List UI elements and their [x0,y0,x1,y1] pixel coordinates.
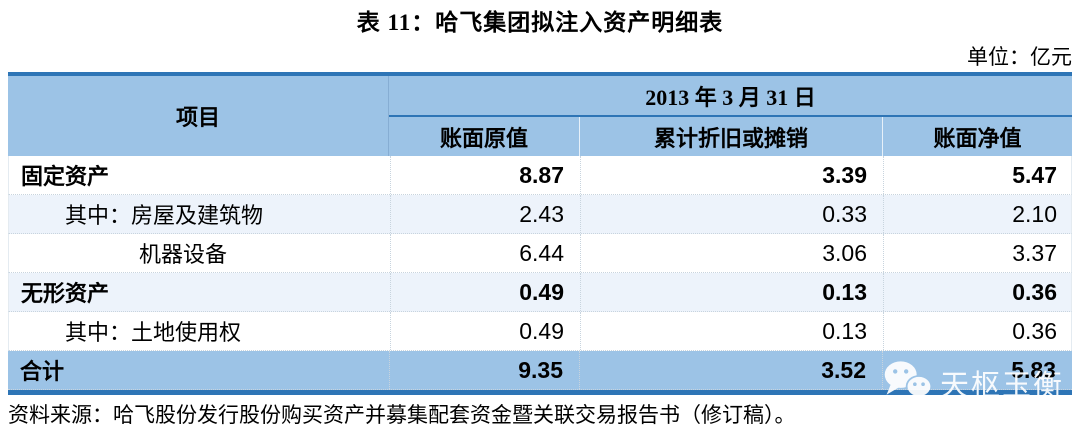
cell-net-value: 5.47 [883,156,1073,194]
cell-original-value: 6.44 [390,234,580,272]
header-cell-depreciation: 累计折旧或摊销 [579,117,882,156]
wechat-icon [882,359,934,407]
row-label: 机器设备 [139,242,228,267]
unit-label: 单位：亿元 [967,45,1072,69]
cell-net-value: 2.10 [883,195,1073,233]
table-header: 项目 2013 年 3 月 31 日 账面原值 累计折旧或摊销 账面净值 [8,76,1072,156]
cell-depreciation: 0.33 [580,195,883,233]
cell-net-value: 0.36 [883,273,1073,311]
header-date-group: 2013 年 3 月 31 日 账面原值 累计折旧或摊销 账面净值 [389,76,1072,156]
cell-depreciation: 3.06 [580,234,883,272]
cell-depreciation: 0.13 [580,273,883,311]
page-title: 表 11：哈飞集团拟注入资产明细表 [356,10,724,35]
watermark: 天枢玉衡 [882,359,1074,407]
cell-depreciation: 0.13 [580,312,883,350]
table-row: 其中：土地使用权 0.49 0.13 0.36 [8,312,1072,351]
table-row: 其中：房屋及建筑物 2.43 0.33 2.10 [8,195,1072,234]
cell-original-value: 9.35 [389,351,579,389]
header-subcolumns: 账面原值 累计折旧或摊销 账面净值 [389,117,1072,156]
header-cell-date: 2013 年 3 月 31 日 [389,76,1072,117]
header-cell-original-value: 账面原值 [439,125,528,151]
cell-original-value: 0.49 [390,312,580,350]
cell-depreciation: 3.52 [579,351,882,389]
cell-net-value: 0.36 [883,312,1073,350]
table-top-band [8,72,1072,76]
table-bottom-band [8,390,1072,395]
row-label: 合计 [20,359,65,384]
table-row: 机器设备 6.44 3.06 3.37 [8,234,1072,273]
header-cell-item: 项目 [8,76,389,156]
cell-net-value: 3.37 [883,234,1073,272]
row-label: 其中：房屋及建筑物 [65,203,264,228]
table-row: 无形资产 0.49 0.13 0.36 [8,273,1072,312]
table-row: 固定资产 8.87 3.39 5.47 [8,156,1072,195]
row-label: 固定资产 [21,164,110,189]
row-label: 无形资产 [21,281,110,306]
cell-original-value: 0.49 [390,273,580,311]
watermark-text: 天枢玉衡 [940,370,1065,402]
cell-depreciation: 3.39 [580,156,883,194]
cell-original-value: 8.87 [390,156,580,194]
source-note: 资料来源：哈飞股份发行股份购买资产并募集配套资金暨关联交易报告书（修订稿）。 [8,403,796,427]
asset-detail-table: 项目 2013 年 3 月 31 日 账面原值 累计折旧或摊销 账面净值 固定资… [8,72,1072,395]
row-label: 其中：土地使用权 [65,320,242,345]
header-cell-net-value: 账面净值 [882,117,1072,156]
cell-original-value: 2.43 [390,195,580,233]
